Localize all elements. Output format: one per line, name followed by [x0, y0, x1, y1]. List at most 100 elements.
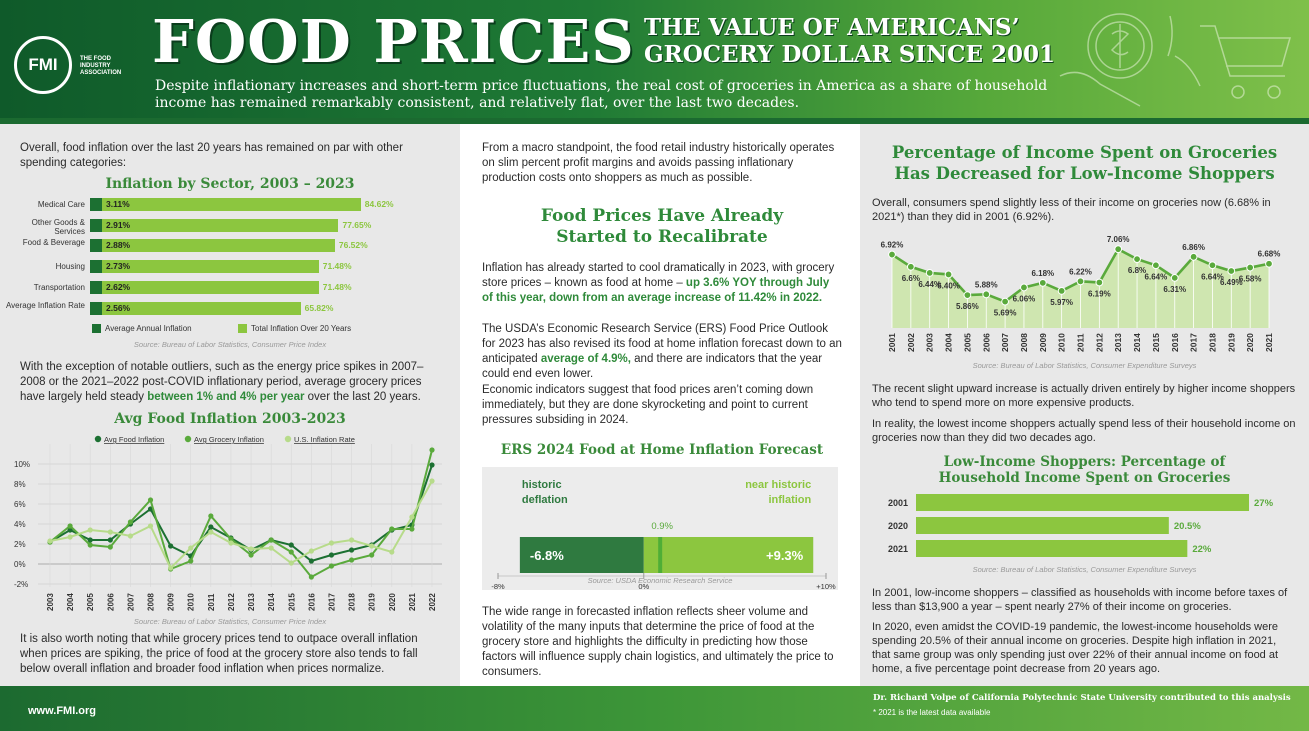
series-point	[107, 529, 113, 535]
bar-total	[90, 301, 301, 315]
p2-highlight: up 3.6% YOY through July of this year, d…	[482, 277, 830, 304]
header-intro: Despite inflationary increases and short…	[155, 78, 1048, 111]
series-point	[308, 558, 314, 564]
x-tick-label: 2006	[106, 593, 115, 611]
paragraph-usda: The USDA’s Economic Research Service (ER…	[482, 322, 842, 382]
bar-value-label: 20.5%	[1174, 521, 1201, 532]
area-value-label: 6.44%	[918, 280, 941, 289]
series-point	[328, 552, 335, 558]
area-value-label: 6.6%	[902, 274, 920, 283]
x-tick-label: 2016	[1170, 333, 1180, 352]
series-point	[188, 558, 194, 564]
x-tick-label: 2021	[1264, 333, 1274, 352]
area-value-label: 6.64%	[1201, 272, 1224, 281]
bar-total-label: 84.62%	[364, 199, 394, 209]
x-tick-label: 2017	[1189, 333, 1199, 352]
x-tick-label: 2002	[906, 333, 916, 352]
sector-label: Other Goods & Services	[31, 217, 85, 236]
fmi-logo[interactable]: FMI	[14, 36, 72, 94]
p3-text: The USDA’s Economic Research Service (ER…	[482, 323, 842, 365]
x-tick-label: 2020	[388, 593, 397, 611]
area-point	[963, 291, 972, 299]
x-tick-label: 2010	[1057, 333, 1067, 352]
footer-link[interactable]: www.FMI.org	[28, 705, 97, 717]
ers-axis-label: -8%	[491, 582, 505, 590]
series-point	[208, 513, 214, 519]
area-point	[925, 269, 934, 277]
series-point	[308, 548, 314, 554]
area-point	[1057, 286, 1066, 295]
ers-high-label: +9.3%	[766, 548, 804, 563]
x-tick-label: 2013	[1113, 333, 1123, 352]
series-line	[49, 480, 433, 570]
x-tick-label: 2014	[267, 593, 276, 611]
x-tick-label: 2005	[86, 593, 95, 611]
p3-highlight: average of 4.9%,	[540, 353, 631, 365]
header-stripe	[0, 118, 1309, 124]
series-point	[147, 497, 154, 503]
source-note-area: Source: Bureau of Labor Statistics, Cons…	[972, 361, 1197, 370]
series-point	[208, 524, 214, 530]
column-middle: From a macro standpoint, the food retail…	[460, 124, 860, 686]
area-point	[1001, 297, 1010, 306]
paragraph-cooling: Inflation has already started to cool dr…	[482, 261, 842, 306]
ers-right-caption: near historic	[745, 479, 811, 491]
area-point	[888, 250, 896, 259]
bar-total-label: 71.48%	[322, 261, 352, 272]
ers-point-marker	[658, 537, 663, 573]
x-tick-label: 2010	[187, 593, 196, 611]
area-value-label: 6.86%	[1182, 243, 1205, 252]
area-point	[1208, 261, 1217, 270]
area-value-label: 6.58%	[1239, 275, 1262, 284]
series-line	[49, 449, 433, 579]
source-note-line: Source: Bureau of Labor Statistics, Cons…	[133, 617, 327, 626]
bar-value-label: 27%	[1254, 498, 1274, 509]
y-tick-label: 8%	[14, 480, 26, 489]
paragraph-2001-low-income: In 2001, low-income shoppers – classifie…	[872, 587, 1288, 613]
chart-title-inflation-sector: Inflation by Sector, 2003 – 2023	[105, 176, 355, 192]
paragraph-upward: The recent slight upward increase is act…	[872, 383, 1296, 409]
series-point	[328, 563, 335, 569]
series-point	[308, 574, 314, 580]
legend-label: U.S. Inflation Rate	[294, 435, 355, 444]
bar-total-label: 76.52%	[338, 240, 368, 251]
x-tick-label: 2006	[981, 333, 991, 352]
y-tick-label: 0%	[14, 560, 26, 569]
page-subtitle: THE VALUE OF AMERICANS’ GROCERY DOLLAR S…	[644, 14, 1055, 68]
x-tick-label: 2019	[1226, 333, 1236, 352]
series-point	[268, 537, 274, 543]
series-point	[288, 560, 294, 566]
series-point	[409, 526, 415, 532]
bar-category-label: 2020	[888, 521, 908, 531]
paragraph-grocery-normalize: It is also worth noting that while groce…	[20, 633, 418, 675]
y-tick-label: 4%	[14, 520, 26, 529]
column-left: Overall, food inflation over the last 20…	[0, 124, 460, 686]
footer-credit: Dr. Richard Volpe of California Polytech…	[873, 693, 1291, 703]
legend-marker	[284, 435, 292, 443]
area-value-label: 5.86%	[956, 302, 979, 311]
bar-annual	[90, 280, 102, 294]
x-tick-label: 2014	[1132, 333, 1142, 352]
area-point	[1114, 245, 1123, 254]
area-point	[1227, 267, 1236, 275]
x-tick-label: 2011	[1076, 333, 1086, 352]
x-tick-label: 2011	[207, 593, 216, 611]
ers-forecast-chart: -6.8% +9.3% 0.9% historic deflation near hist…	[491, 479, 836, 590]
series-point	[348, 537, 355, 543]
ers-left-caption: historic	[522, 479, 562, 491]
area-value-label: 5.88%	[975, 280, 998, 289]
legend-label: Avg Grocery Inflation	[194, 435, 264, 444]
legend-swatch-annual	[92, 324, 101, 333]
area-value-label: 6.19%	[1088, 289, 1111, 298]
sector-label: Average Inflation Rate	[5, 300, 85, 310]
bar-annual-label: 2.91%	[106, 219, 131, 230]
x-tick-label: 2008	[147, 593, 156, 611]
chart-title-line-1: Low-Income Shoppers: Percentage of	[943, 454, 1226, 470]
x-tick-label: 2004	[66, 593, 75, 611]
x-tick-label: 2009	[167, 593, 176, 611]
low-income-bar	[916, 494, 1249, 511]
subtitle-line-2: GROCERY DOLLAR SINCE 2001	[644, 41, 1056, 68]
series-point	[67, 527, 73, 533]
y-tick-label: 6%	[14, 500, 26, 509]
subtitle-line-1: THE VALUE OF AMERICANS’	[644, 14, 1020, 41]
